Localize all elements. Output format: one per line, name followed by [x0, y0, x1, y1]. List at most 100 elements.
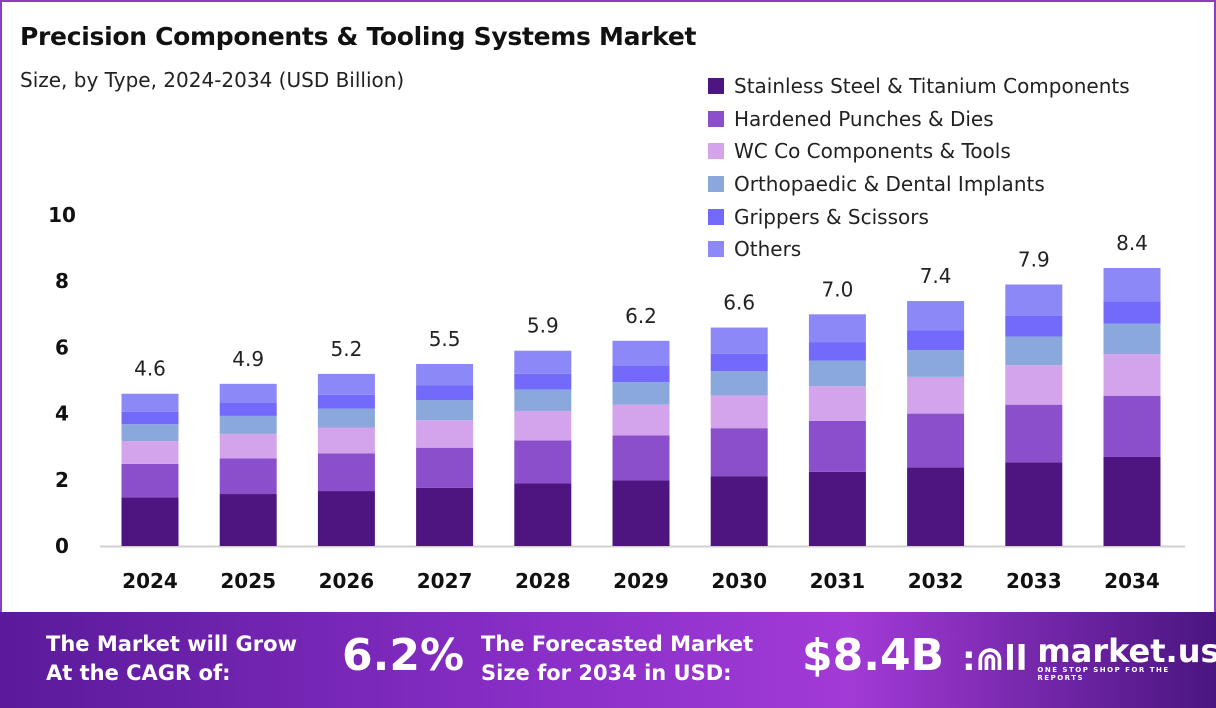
cagr-label-line2: At the CAGR of: — [46, 661, 231, 685]
bar-segment — [1103, 323, 1161, 355]
logo-mark-icon: :⋒ll — [962, 639, 1028, 679]
cagr-label-line1: The Market will Grow — [46, 632, 297, 656]
y-tick-label: 6 — [55, 335, 69, 359]
legend-item: Hardened Punches & Dies — [708, 103, 1130, 136]
bar-segment — [121, 441, 179, 464]
legend-label: Stainless Steel & Titanium Components — [734, 74, 1130, 99]
legend-label: Grippers & Scissors — [734, 204, 929, 229]
bar-segment — [1005, 365, 1063, 405]
bar-segment — [219, 415, 277, 434]
bar-segment — [710, 371, 768, 396]
bar-segment — [416, 400, 474, 421]
bar-segment — [907, 467, 965, 546]
x-tick-label: 2024 — [122, 569, 178, 593]
bar-segment — [416, 447, 474, 488]
bar-segment — [219, 433, 277, 459]
bar-segment — [710, 476, 768, 546]
size-label-line2: Size for 2034 in USD: — [481, 661, 732, 685]
data-label: 5.9 — [527, 314, 559, 338]
bar-segment — [612, 340, 670, 366]
bar-segment — [121, 393, 179, 412]
bar-segment — [514, 440, 572, 484]
legend-item: Grippers & Scissors — [708, 200, 1130, 233]
x-tick-label: 2029 — [613, 569, 669, 593]
bar-segment — [808, 386, 866, 421]
bar-segment — [1005, 336, 1063, 366]
legend-item: WC Co Components & Tools — [708, 135, 1130, 168]
bar-segment — [907, 376, 965, 414]
bar-segment — [514, 373, 572, 390]
bar-segment — [317, 408, 375, 428]
y-tick-label: 8 — [55, 269, 69, 293]
footer-banner: The Market will Grow At the CAGR of: 6.2… — [0, 612, 1216, 708]
bar-segment — [612, 365, 670, 383]
market-size-label: The Forecasted Market Size for 2034 in U… — [481, 630, 753, 688]
bar-segment — [317, 491, 375, 546]
legend-label: Others — [734, 237, 802, 262]
market-us-logo: :⋒ll market.us ONE STOP SHOP FOR THE REP… — [962, 635, 1216, 682]
bar-segment — [219, 494, 277, 546]
cagr-value: 6.2% — [342, 630, 465, 681]
bar-segment — [808, 420, 866, 472]
data-label: 5.2 — [330, 337, 362, 361]
bar-segment — [1005, 462, 1063, 546]
bar-segment — [808, 314, 866, 343]
legend-swatch — [708, 241, 724, 258]
data-label: 6.2 — [625, 304, 657, 328]
bar-segment — [710, 428, 768, 477]
market-size-value: $8.4B — [802, 630, 945, 681]
bar-segment — [416, 363, 474, 386]
bar-segment — [1005, 404, 1063, 463]
bar-segment — [121, 497, 179, 546]
legend-item: Orthopaedic & Dental Implants — [708, 168, 1130, 201]
bar-segment — [317, 394, 375, 409]
data-label: 7.4 — [920, 264, 952, 288]
bar-segment — [1005, 315, 1063, 337]
bar-segment — [612, 480, 670, 546]
bar-segment — [907, 301, 965, 331]
x-tick-label: 2028 — [515, 569, 571, 593]
legend-swatch — [708, 208, 724, 225]
legend-swatch — [708, 110, 724, 127]
bar-segment — [121, 411, 179, 425]
size-label-line1: The Forecasted Market — [481, 632, 754, 656]
bar-segment — [907, 350, 965, 377]
bar-segment — [317, 453, 375, 492]
bar-segment — [612, 435, 670, 481]
cagr-label: The Market will Grow At the CAGR of: — [46, 630, 297, 688]
bar-segment — [1005, 284, 1063, 316]
legend-item: Stainless Steel & Titanium Components — [708, 70, 1130, 103]
bar-segment — [1103, 456, 1161, 546]
bar-segment — [612, 382, 670, 405]
logo-tagline: ONE STOP SHOP FOR THE REPORTS — [1037, 666, 1170, 682]
legend-swatch — [708, 143, 724, 160]
bar-segment — [710, 327, 768, 354]
bar-segment — [317, 427, 375, 454]
bar-segment — [1103, 301, 1161, 324]
bar-segment — [907, 413, 965, 468]
bar-segment — [514, 483, 572, 546]
bar-segment — [416, 385, 474, 401]
bar-chart: 0 2 4 6 8 10 4.6 2024 4.9 2025 5.2 2026 5.5 2027 5.9 20… — [48, 203, 1185, 593]
bar-segment — [514, 389, 572, 411]
y-tick-label: 4 — [55, 402, 69, 426]
x-tick-label: 2034 — [1104, 569, 1160, 593]
data-label: 5.5 — [429, 327, 461, 351]
bar-segment — [416, 487, 474, 546]
x-tick-label: 2033 — [1006, 569, 1062, 593]
legend: Stainless Steel & Titanium Components Ha… — [708, 70, 1130, 266]
legend-label: Orthopaedic & Dental Implants — [734, 172, 1045, 197]
data-label: 8.4 — [1116, 231, 1148, 255]
y-tick-label: 2 — [55, 468, 69, 492]
data-label: 4.6 — [134, 357, 166, 381]
legend-label: WC Co Components & Tools — [734, 139, 1011, 164]
bar-segment — [219, 403, 277, 416]
bar-segment — [416, 420, 474, 448]
bar-segment — [219, 458, 277, 495]
bar-segment — [808, 471, 866, 546]
data-label: 6.6 — [723, 291, 755, 315]
chart-subtitle: Size, by Type, 2024-2034 (USD Billion) — [20, 68, 405, 92]
bar-segment — [907, 330, 965, 351]
x-tick-label: 2032 — [908, 569, 964, 593]
